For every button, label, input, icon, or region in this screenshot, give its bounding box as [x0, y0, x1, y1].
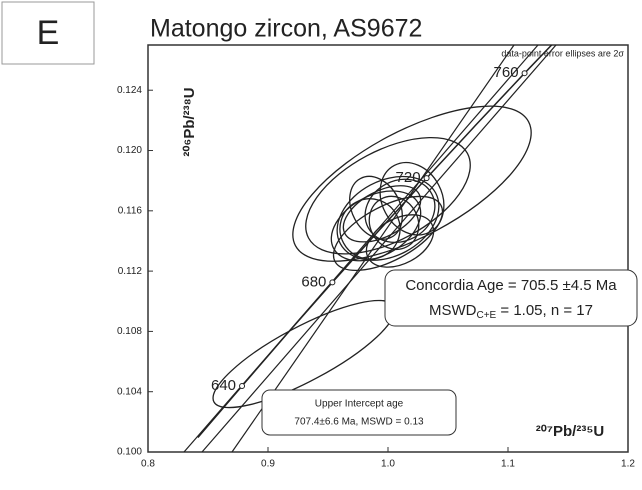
x-tick-label: 0.9 — [261, 459, 275, 470]
mswd-line: MSWDC+E = 1.05, n = 17 — [429, 302, 593, 321]
intercept-title: Upper Intercept age — [315, 399, 404, 410]
mswd-sub: C+E — [477, 310, 497, 321]
note: data-point error ellipses are 2σ — [501, 48, 624, 58]
y-tick-label: 0.100 — [117, 447, 142, 458]
x-tick-label: 1.1 — [501, 459, 515, 470]
x-axis-label: ²⁰⁷Pb/²³⁵U — [536, 423, 604, 440]
y-tick-label: 0.104 — [117, 386, 142, 397]
age-marker — [423, 175, 430, 182]
panel-label: E — [37, 14, 60, 52]
age-marker — [521, 70, 528, 77]
age-label: 720 — [396, 169, 421, 186]
error-ellipse — [305, 136, 471, 255]
age-marker — [329, 279, 336, 286]
age-label: 680 — [301, 273, 326, 290]
concordia-box — [384, 269, 638, 327]
error-ellipse — [339, 198, 401, 260]
y-tick-label: 0.120 — [117, 145, 142, 156]
age-label: 760 — [494, 64, 519, 81]
error-ellipse — [364, 178, 436, 243]
intercept-value: 707.4±6.6 Ma, MSWD = 0.13 — [294, 417, 424, 428]
age-label: 640 — [211, 377, 236, 394]
x-tick-label: 1.2 — [621, 459, 635, 470]
y-axis-label: ²⁰⁶Pb/²³⁸U — [181, 87, 198, 156]
discordia-line — [231, 45, 515, 452]
error-ellipse — [379, 161, 445, 236]
error-ellipse — [342, 185, 422, 243]
panel-box — [1, 1, 95, 65]
error-ellipse — [365, 214, 435, 268]
y-tick-label: 0.108 — [117, 326, 142, 337]
y-tick-label: 0.112 — [118, 266, 143, 277]
x-tick-label: 0.8 — [141, 459, 155, 470]
concordia-age: Concordia Age = 705.5 ±4.5 Ma — [405, 277, 617, 294]
mswd-rest: = 1.05, n = 17 — [496, 302, 593, 319]
error-ellipse — [349, 175, 403, 240]
age-marker — [239, 382, 246, 389]
concordia-curve — [197, 45, 553, 439]
chart-title: Matongo zircon, AS9672 — [150, 15, 422, 43]
plot-area — [183, 45, 557, 452]
error-ellipse — [292, 105, 532, 262]
y-tick-label: 0.124 — [117, 85, 142, 96]
overlay: Concordia Age = 705.5 ±4.5 Ma MSWDC+E = … — [211, 64, 638, 436]
y-tick-label: 0.116 — [118, 205, 143, 216]
mswd: MSWD — [429, 302, 477, 319]
intercept-box — [261, 389, 457, 436]
error-ellipse — [336, 175, 440, 261]
x-tick-label: 1.0 — [381, 459, 395, 470]
error-ellipse — [332, 195, 444, 272]
